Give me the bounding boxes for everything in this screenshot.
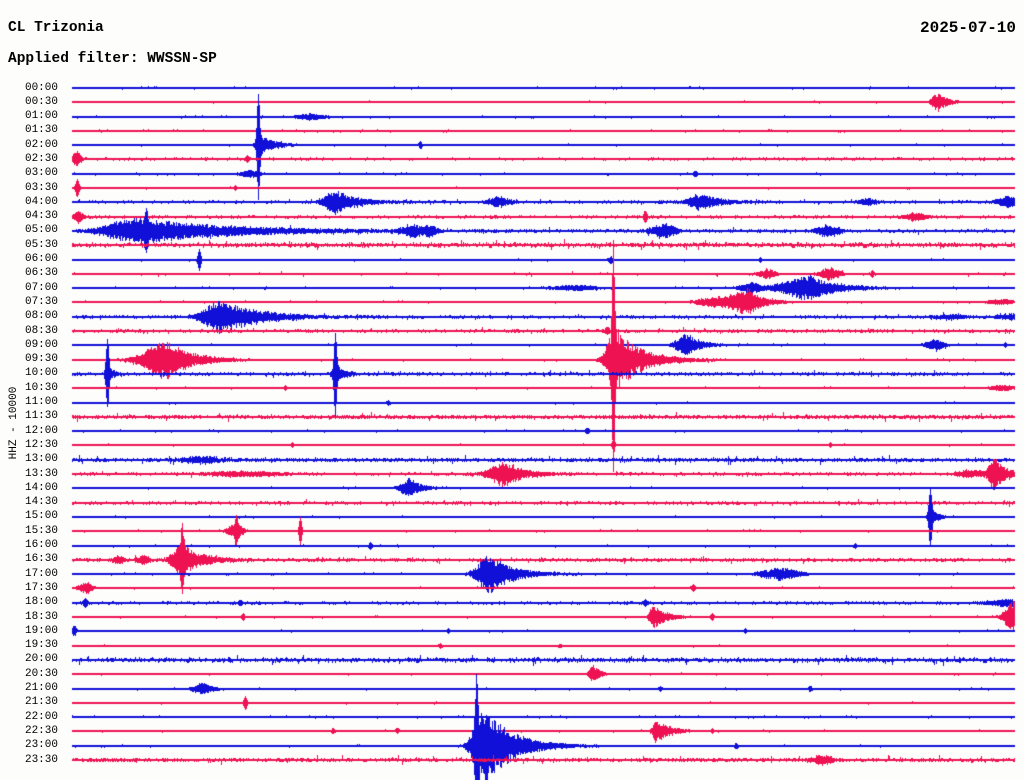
time-label: 00:00 [24, 81, 58, 94]
time-label: 03:30 [24, 181, 58, 194]
time-label: 04:30 [24, 210, 58, 223]
time-label: 06:00 [24, 253, 58, 266]
time-label: 18:30 [24, 610, 58, 623]
time-label: 20:30 [24, 667, 58, 680]
time-label: 19:30 [24, 639, 58, 652]
time-label: 07:30 [24, 295, 58, 308]
time-label: 19:00 [24, 624, 58, 637]
time-label: 04:00 [24, 195, 58, 208]
time-label: 10:00 [24, 367, 58, 380]
time-label: 01:30 [24, 124, 58, 137]
time-label: 09:30 [24, 353, 58, 366]
time-label: 05:30 [24, 238, 58, 251]
time-label: 00:30 [24, 95, 58, 108]
time-label: 18:00 [24, 596, 58, 609]
time-label: 08:00 [24, 310, 58, 323]
time-label: 17:30 [24, 581, 58, 594]
applied-filter-label: Applied filter: WWSSN-SP [8, 51, 217, 67]
time-label: 06:30 [24, 267, 58, 280]
time-label: 11:00 [24, 396, 58, 409]
time-label: 21:30 [24, 696, 58, 709]
time-label: 08:30 [24, 324, 58, 337]
time-label: 20:00 [24, 653, 58, 666]
time-label: 02:30 [24, 152, 58, 165]
time-label: 16:30 [24, 553, 58, 566]
time-label: 02:00 [24, 138, 58, 151]
time-label: 12:30 [24, 438, 58, 451]
time-label: 15:00 [24, 510, 58, 523]
time-label: 13:00 [24, 453, 58, 466]
time-label: 22:30 [24, 724, 58, 737]
time-label: 17:00 [24, 567, 58, 580]
time-label: 15:30 [24, 524, 58, 537]
time-label: 09:00 [24, 338, 58, 351]
date-label: 2025-07-10 [919, 19, 1016, 37]
time-label: 21:00 [24, 682, 58, 694]
station-title: CL Trizonia [8, 20, 104, 36]
time-label: 23:30 [24, 753, 58, 766]
time-label: 11:30 [24, 410, 58, 423]
time-label: 01:00 [24, 110, 58, 123]
time-label: 14:30 [24, 496, 58, 509]
time-label: 05:00 [24, 224, 58, 237]
time-label: 07:00 [24, 281, 58, 294]
time-label: 12:00 [24, 424, 58, 437]
time-label: 14:00 [24, 481, 58, 494]
time-label: 16:00 [24, 539, 58, 552]
time-label: 22:00 [24, 710, 58, 723]
time-label: 23:00 [24, 739, 58, 752]
time-label: 10:30 [24, 381, 58, 394]
time-label: 13:30 [24, 467, 58, 480]
time-label: 03:00 [24, 167, 58, 180]
